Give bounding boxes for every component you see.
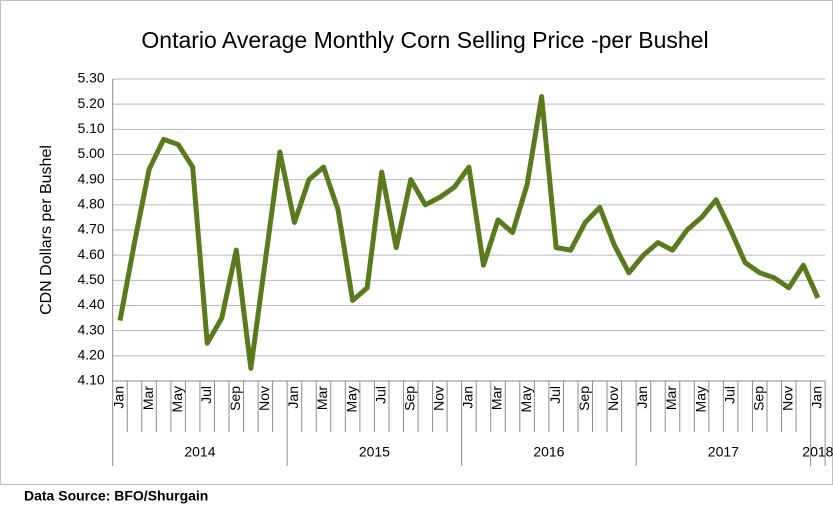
x-tick-label: May	[692, 386, 708, 412]
x-tick-label: Sep	[576, 386, 592, 411]
y-tick-label: 4.80	[77, 196, 104, 212]
x-tick-label: Nov	[431, 386, 447, 411]
y-tick-label: 4.60	[77, 246, 104, 262]
y-tick-label: 4.10	[77, 372, 104, 388]
x-tick-label: May	[169, 386, 185, 412]
y-tick-label: 5.00	[77, 145, 104, 161]
year-label: 2016	[533, 444, 564, 460]
x-tick-label: May	[343, 386, 359, 412]
y-tick-label: 4.90	[77, 170, 104, 186]
x-tick-label: Jul	[372, 386, 388, 404]
year-label: 2014	[184, 444, 215, 460]
y-tick-label: 5.10	[77, 120, 104, 136]
y-tick-label: 4.50	[77, 271, 104, 287]
x-tick-label: May	[518, 386, 534, 412]
x-tick-label: Sep	[750, 386, 766, 411]
year-label: 2018	[802, 444, 833, 460]
x-tick-label: Sep	[401, 386, 417, 411]
x-tick-label: Jan	[285, 386, 301, 409]
x-tick-label: Mar	[663, 386, 679, 410]
chart-title: Ontario Average Monthly Corn Selling Pri…	[141, 27, 708, 53]
source-note: Data Source: BFO/Shurgain	[24, 488, 208, 504]
y-tick-label: 5.20	[77, 95, 104, 111]
y-tick-label: 5.30	[77, 70, 104, 86]
x-tick-label: Jul	[721, 386, 737, 404]
x-tick-label: Jan	[634, 386, 650, 409]
data-line	[117, 94, 821, 371]
x-tick-label: Mar	[140, 386, 156, 410]
x-tick-label: Nov	[256, 386, 272, 411]
x-tick-label: Jan	[460, 386, 476, 409]
x-tick-label: Nov	[780, 386, 796, 411]
y-tick-label: 4.70	[77, 221, 104, 237]
y-tick-label: 4.30	[77, 321, 104, 337]
x-tick-label: Sep	[227, 386, 243, 411]
x-tick-label: Mar	[489, 386, 505, 410]
x-tick-label: Jul	[198, 386, 214, 404]
x-tick-label: Jan	[809, 386, 825, 409]
x-tick-label: Mar	[314, 386, 330, 410]
year-label: 2017	[708, 444, 739, 460]
x-tick-label: Nov	[605, 386, 621, 411]
year-label: 2015	[359, 444, 390, 460]
y-tick-label: 4.40	[77, 296, 104, 312]
y-axis-label: CDN Dollars per Bushel	[38, 145, 55, 315]
y-tick-label: 4.20	[77, 347, 104, 363]
x-tick-label: Jan	[111, 386, 127, 409]
x-tick-label: Jul	[547, 386, 563, 404]
